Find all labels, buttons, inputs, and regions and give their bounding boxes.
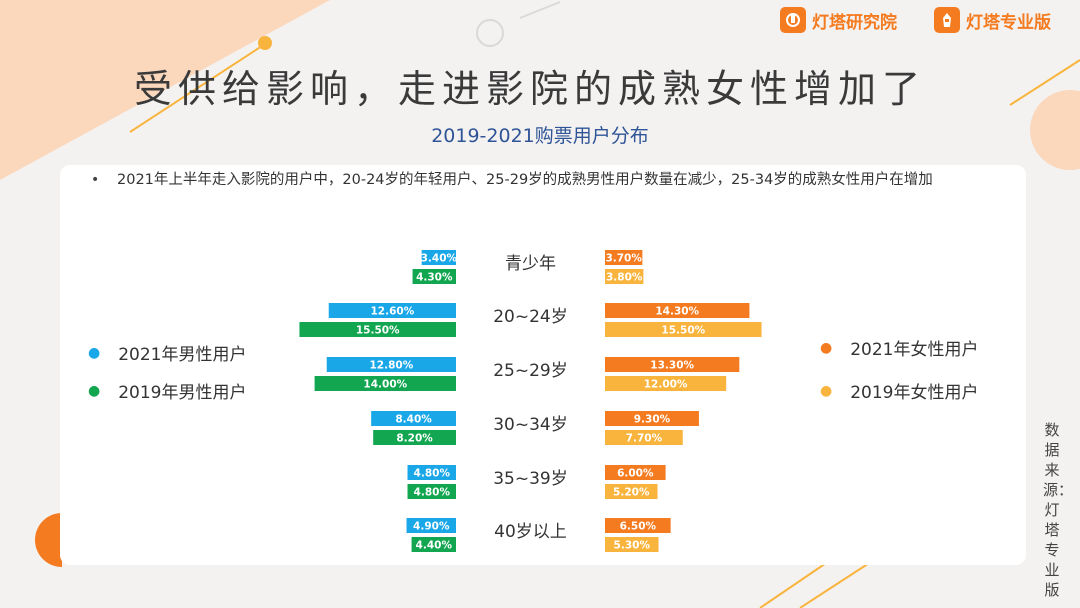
brand-lighthouse-pro: 灯塔专业版 bbox=[934, 7, 1051, 33]
data-label-male2021: 4.80% bbox=[414, 468, 451, 480]
bar-female2019 bbox=[605, 430, 683, 445]
data-label-male2019: 15.50% bbox=[356, 325, 400, 337]
data-label-male2019: 8.20% bbox=[396, 433, 433, 445]
bar-female2019 bbox=[605, 537, 659, 552]
bar-female2019 bbox=[605, 376, 727, 391]
bar-male2019 bbox=[299, 322, 456, 337]
bar-male2021 bbox=[326, 357, 456, 372]
bar-male2021 bbox=[421, 250, 456, 265]
bar-male2019 bbox=[314, 376, 456, 391]
bar-male2019 bbox=[412, 269, 456, 284]
bar-female2021 bbox=[605, 465, 666, 480]
category-label: 青少年 bbox=[505, 254, 556, 274]
bar-male2021 bbox=[406, 518, 456, 533]
bar-male2019 bbox=[373, 430, 456, 445]
category-label: 20~24岁 bbox=[493, 307, 568, 327]
category-label: 35~39岁 bbox=[493, 469, 568, 489]
data-label-male2019: 4.80% bbox=[414, 487, 451, 499]
brand2-label: 灯塔专业版 bbox=[966, 12, 1051, 33]
legend-label-male-2021: 2021年男性用户 bbox=[118, 345, 247, 365]
legend-label-male-2019: 2019年男性用户 bbox=[118, 383, 247, 403]
data-label-female2021: 9.30% bbox=[634, 414, 671, 426]
data-label-female2021: 13.30% bbox=[650, 360, 694, 372]
data-label-female2019: 12.00% bbox=[644, 379, 688, 391]
category-label: 30~34岁 bbox=[493, 415, 568, 435]
lighthouse-tower-icon bbox=[934, 7, 960, 33]
data-label-female2019: 15.50% bbox=[661, 325, 705, 337]
legend-dot-female-2019: ● bbox=[820, 382, 833, 399]
data-label-female2019: 3.80% bbox=[606, 272, 643, 284]
bullet-icon: • bbox=[91, 172, 100, 188]
data-label-male2019: 4.40% bbox=[416, 540, 453, 552]
chart-subtitle: 2019-2021购票用户分布 bbox=[431, 125, 649, 147]
brand1-label: 灯塔研究院 bbox=[812, 12, 897, 33]
bar-male2019 bbox=[407, 484, 456, 499]
summary-note: 2021年上半年走入影院的用户中，20-24岁的年轻用户、25-29岁的成熟男性… bbox=[117, 172, 933, 188]
legend-dot-male-2021: ● bbox=[88, 344, 101, 361]
category-label: 25~29岁 bbox=[493, 361, 568, 381]
data-label-male2019: 14.00% bbox=[363, 379, 407, 391]
data-source: 数据来源：灯塔专业版 bbox=[1043, 421, 1074, 599]
data-label-male2021: 12.80% bbox=[369, 360, 413, 372]
category-label: 40岁以上 bbox=[494, 522, 567, 542]
bar-female2021 bbox=[605, 357, 740, 372]
data-label-female2021: 6.00% bbox=[617, 468, 654, 480]
bar-female2019 bbox=[605, 322, 762, 337]
brand-lighthouse-research: 灯塔研究院 bbox=[780, 7, 897, 33]
data-label-male2021: 3.40% bbox=[421, 253, 458, 265]
bar-male2019 bbox=[411, 537, 456, 552]
legend-label-female-2019: 2019年女性用户 bbox=[850, 383, 979, 403]
bar-female2019 bbox=[605, 269, 644, 284]
legend-dot-male-2019: ● bbox=[88, 382, 101, 399]
bar-female2021 bbox=[605, 518, 671, 533]
legend-female-2021: ● 2021年女性用户 bbox=[820, 335, 979, 361]
data-label-male2021: 8.40% bbox=[395, 414, 432, 426]
data-label-female2019: 5.30% bbox=[614, 540, 651, 552]
data-label-female2021: 3.70% bbox=[605, 253, 642, 265]
page-title: 受供给影响，走进影院的成熟女性增加了 bbox=[133, 67, 926, 111]
data-label-female2019: 7.70% bbox=[626, 433, 663, 445]
bar-female2021 bbox=[605, 303, 750, 318]
lighthouse-logo-icon bbox=[780, 7, 806, 33]
data-label-male2019: 4.30% bbox=[416, 272, 453, 284]
bar-male2021 bbox=[407, 465, 456, 480]
legend-male-2019: ● 2019年男性用户 bbox=[88, 378, 247, 404]
data-label-female2021: 14.30% bbox=[655, 306, 699, 318]
bar-male2021 bbox=[328, 303, 456, 318]
bar-female2021 bbox=[605, 250, 643, 265]
bar-male2021 bbox=[371, 411, 456, 426]
bar-female2019 bbox=[605, 484, 658, 499]
data-label-female2019: 5.20% bbox=[613, 487, 650, 499]
legend-female-2019: ● 2019年女性用户 bbox=[820, 378, 979, 404]
data-label-male2021: 12.60% bbox=[371, 306, 415, 318]
data-label-male2021: 4.90% bbox=[413, 521, 450, 533]
data-label-female2021: 6.50% bbox=[620, 521, 657, 533]
legend-label-female-2021: 2021年女性用户 bbox=[850, 340, 979, 360]
bar-female2021 bbox=[605, 411, 699, 426]
legend-male-2021: ● 2021年男性用户 bbox=[88, 340, 247, 366]
legend-dot-female-2021: ● bbox=[820, 339, 833, 356]
content-panel bbox=[60, 165, 1026, 565]
